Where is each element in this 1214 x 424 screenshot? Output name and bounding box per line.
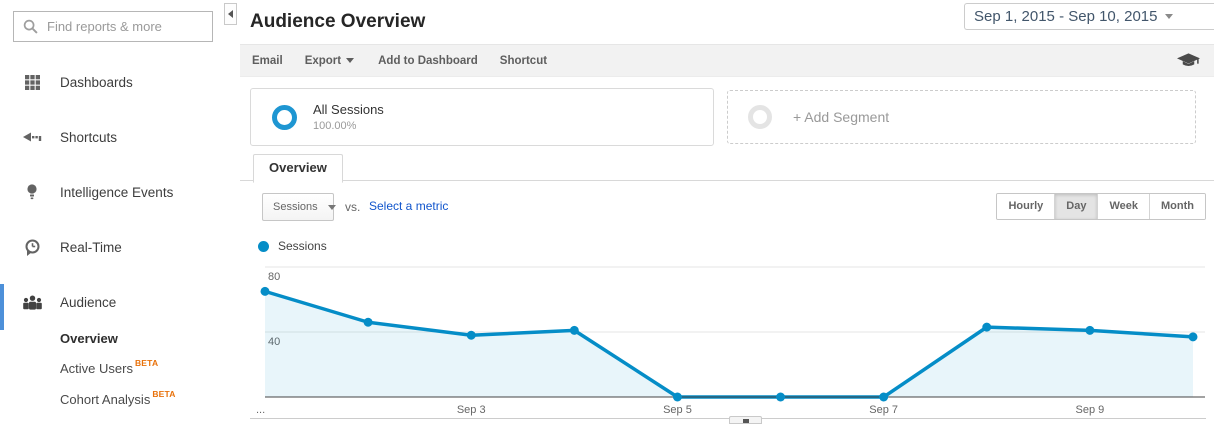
sidebar-subitem-active-users[interactable]: Active Users BETA bbox=[60, 356, 158, 380]
sidebar-item-label: Shortcuts bbox=[60, 129, 118, 145]
people-icon bbox=[21, 295, 43, 310]
svg-text:Sep 7: Sep 7 bbox=[869, 404, 898, 416]
sidebar-subitem-label: Cohort Analysis bbox=[60, 391, 151, 407]
sidebar-item-label: Real-Time bbox=[60, 239, 122, 255]
shortcut-button[interactable]: Shortcut bbox=[500, 55, 547, 67]
chevron-down-icon bbox=[346, 58, 355, 63]
chart-legend: Sessions bbox=[258, 239, 327, 253]
add-segment-label: + Add Segment bbox=[793, 109, 890, 125]
svg-text:40: 40 bbox=[268, 336, 280, 348]
granularity-month-button[interactable]: Month bbox=[1149, 194, 1205, 219]
page-title: Audience Overview bbox=[250, 11, 426, 32]
legend-series-label: Sessions bbox=[278, 239, 327, 253]
granularity-day-button[interactable]: Day bbox=[1054, 194, 1098, 219]
sidebar-item-label: Dashboards bbox=[60, 74, 133, 90]
section-divider bbox=[250, 418, 1206, 419]
add-to-dashboard-button[interactable]: Add to Dashboard bbox=[378, 55, 478, 67]
shortcut-arrow-icon bbox=[21, 132, 43, 143]
chevron-down-icon bbox=[1165, 14, 1174, 19]
date-range-text: Sep 1, 2015 - Sep 10, 2015 bbox=[974, 8, 1158, 25]
sidebar-item-shortcuts[interactable]: Shortcuts bbox=[0, 119, 240, 155]
chart-controls: Sessions vs. Select a metric Hourly Day … bbox=[240, 192, 1214, 222]
sessions-line-chart[interactable]: 40 80... Sep 3 Sep 5 Sep 7 Sep 9 bbox=[240, 230, 1214, 422]
segment-title: All Sessions bbox=[313, 102, 384, 117]
shortcut-button-label: Shortcut bbox=[499, 54, 548, 67]
beta-badge: BETA bbox=[134, 358, 159, 368]
email-button[interactable]: Email bbox=[252, 55, 283, 67]
sidebar-subitem-label: Active Users bbox=[60, 360, 133, 376]
sidebar-subitem-cohort-analysis[interactable]: Cohort Analysis BETA bbox=[60, 387, 176, 411]
active-nav-indicator bbox=[0, 284, 4, 330]
legend-series-dot bbox=[258, 240, 269, 252]
date-range-selector[interactable]: Sep 1, 2015 - Sep 10, 2015 bbox=[964, 3, 1214, 30]
granularity-hourly-button[interactable]: Hourly bbox=[997, 194, 1055, 219]
export-button-label: Export bbox=[304, 54, 342, 67]
chevron-left-icon bbox=[228, 10, 233, 18]
tab-bar: Overview bbox=[240, 154, 1214, 183]
svg-text:Sep 5: Sep 5 bbox=[663, 404, 692, 416]
realtime-clock-icon bbox=[21, 239, 43, 256]
svg-text:Sep 9: Sep 9 bbox=[1076, 404, 1105, 416]
sidebar-item-intelligence-events[interactable]: Intelligence Events bbox=[0, 174, 240, 210]
sidebar: Dashboards Shortcuts Intelligence Events bbox=[0, 0, 240, 422]
sidebar-item-label: Intelligence Events bbox=[60, 184, 174, 200]
segment-percent: 100.00% bbox=[313, 120, 357, 132]
search-input[interactable] bbox=[45, 18, 212, 35]
lightbulb-icon bbox=[21, 183, 43, 201]
add-to-dashboard-label: Add to Dashboard bbox=[378, 54, 478, 67]
sidebar-subitem-overview[interactable]: Overview bbox=[60, 326, 118, 350]
svg-text:...: ... bbox=[256, 404, 265, 416]
segment-donut-icon bbox=[272, 104, 297, 130]
sidebar-item-label: Audience bbox=[60, 294, 117, 310]
select-metric-link[interactable]: Select a metric bbox=[369, 199, 449, 213]
annotations-pull-tab[interactable] bbox=[729, 416, 762, 424]
email-button-label: Email bbox=[252, 54, 283, 67]
chevron-down-icon bbox=[327, 204, 336, 210]
svg-text:80: 80 bbox=[268, 271, 280, 283]
search-icon bbox=[23, 19, 38, 34]
add-segment-button[interactable]: + Add Segment bbox=[727, 90, 1196, 144]
sidebar-collapse-button[interactable] bbox=[224, 3, 237, 25]
search-box bbox=[13, 11, 213, 42]
vs-label: vs. bbox=[345, 200, 361, 214]
education-graduation-cap-icon[interactable] bbox=[1177, 53, 1200, 73]
segment-donut-placeholder-icon bbox=[748, 105, 772, 129]
tab-overview[interactable]: Overview bbox=[253, 154, 343, 183]
metric-dropdown-value: Sessions bbox=[273, 201, 318, 213]
sidebar-item-audience[interactable]: Audience bbox=[0, 284, 240, 320]
sidebar-item-dashboards[interactable]: Dashboards bbox=[0, 64, 240, 100]
metric-dropdown[interactable]: Sessions bbox=[262, 193, 336, 221]
segment-all-sessions[interactable]: All Sessions 100.00% bbox=[250, 88, 714, 146]
sidebar-subitem-label: Overview bbox=[60, 330, 118, 346]
grid-icon bbox=[21, 74, 43, 90]
svg-text:Sep 3: Sep 3 bbox=[457, 404, 486, 416]
annotations-flag-icon bbox=[743, 419, 749, 423]
granularity-week-button[interactable]: Week bbox=[1097, 194, 1150, 219]
sidebar-item-real-time[interactable]: Real-Time bbox=[0, 229, 240, 265]
report-toolbar: Email Export Add to Dashboard Shortcut bbox=[240, 44, 1214, 77]
export-button[interactable]: Export bbox=[304, 54, 355, 67]
beta-badge: BETA bbox=[152, 389, 176, 399]
granularity-toggle: Hourly Day Week Month bbox=[996, 193, 1206, 220]
